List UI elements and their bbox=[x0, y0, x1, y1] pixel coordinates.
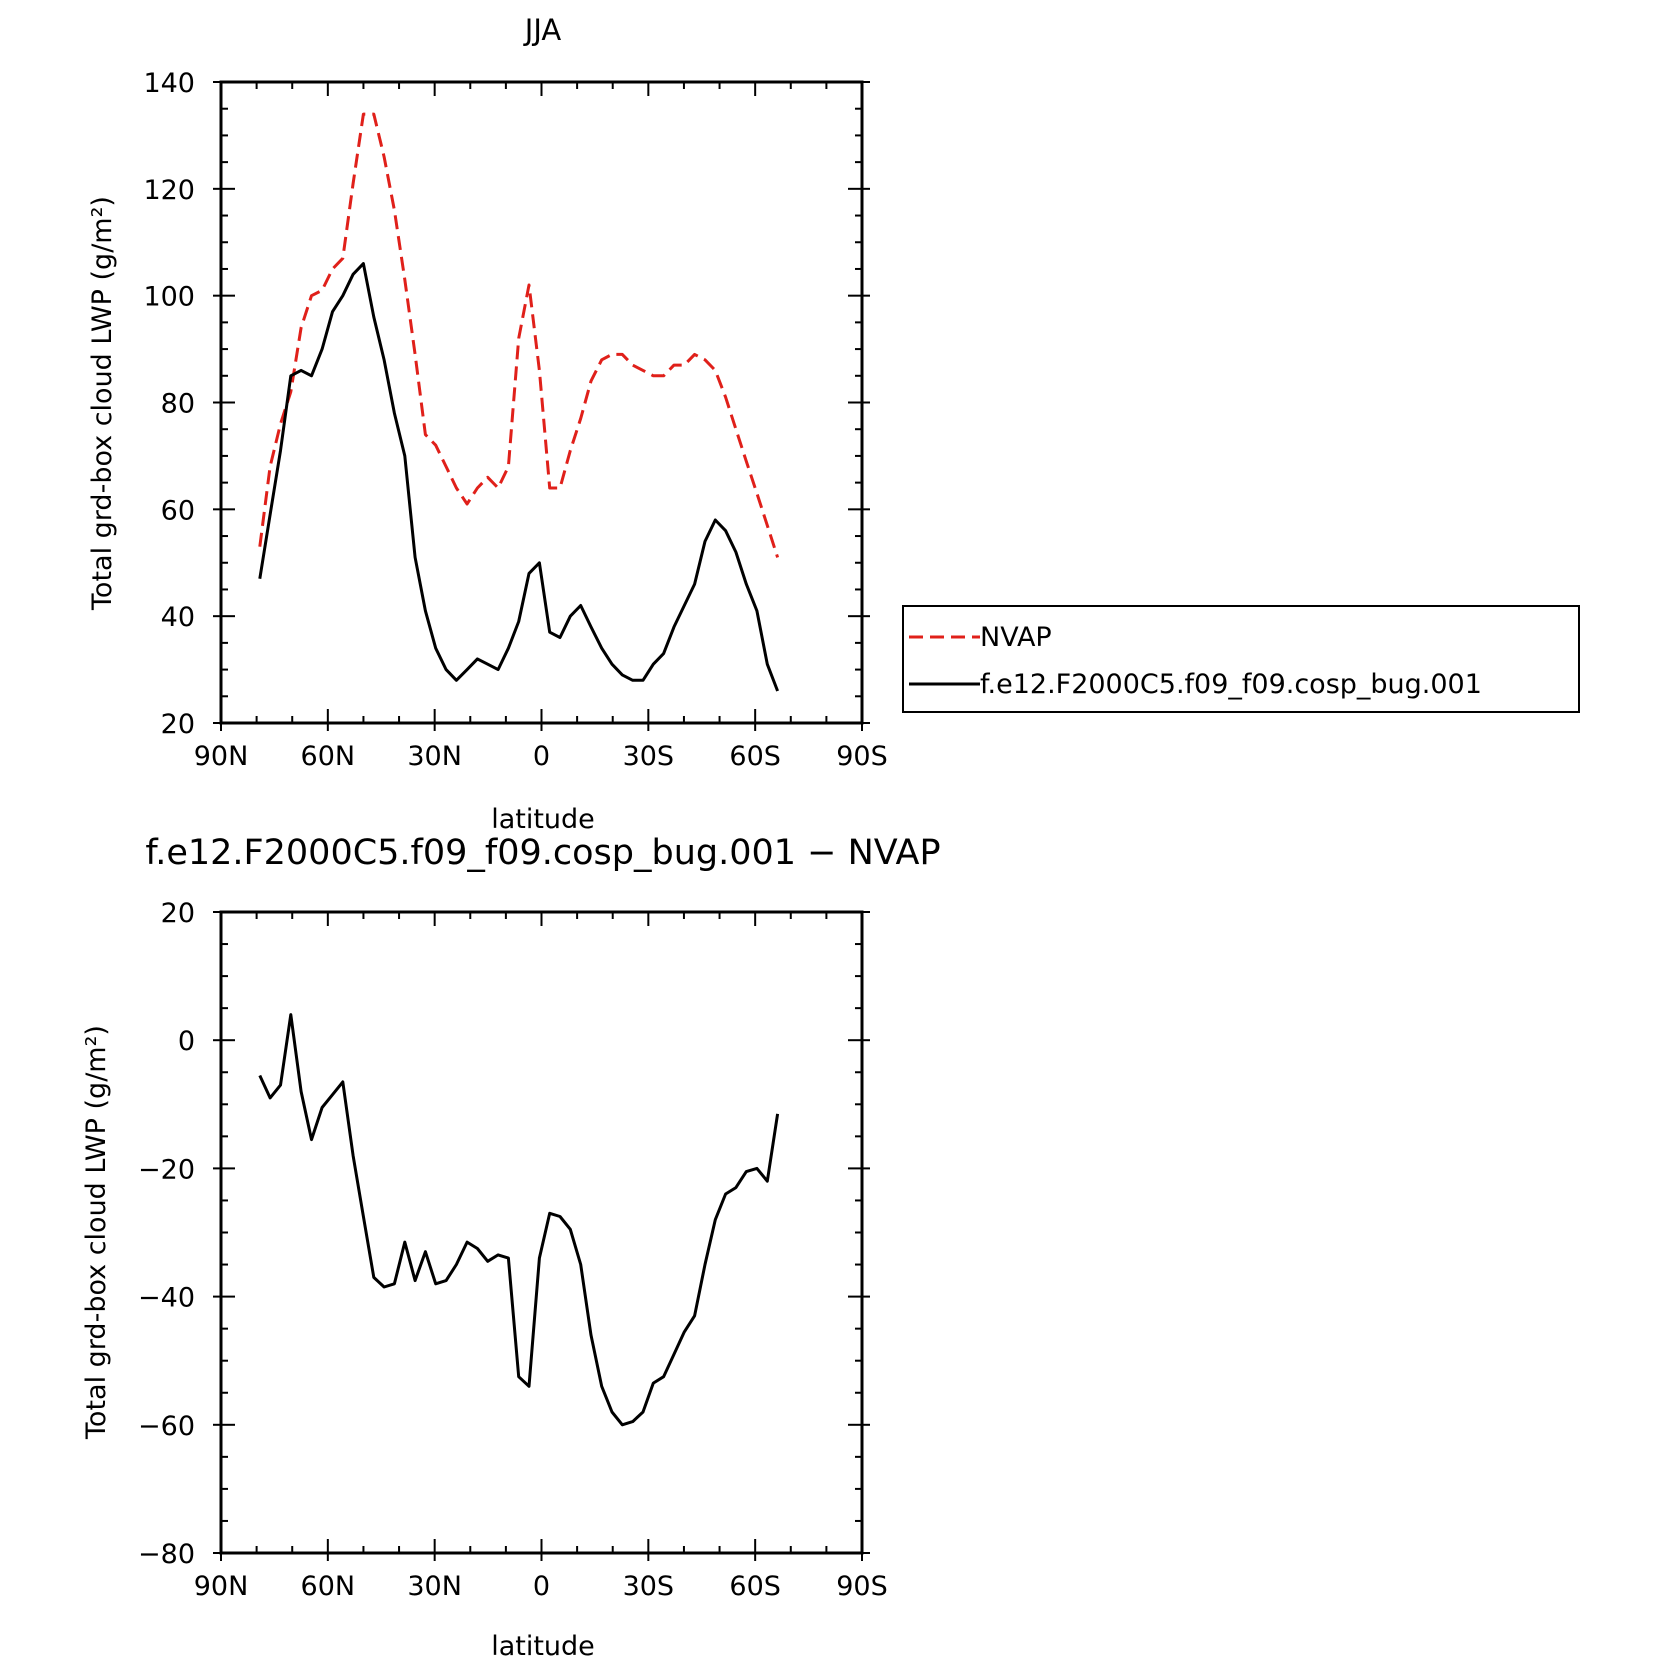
top-y-tick-label: 80 bbox=[161, 389, 195, 420]
bottom-y-tick-label: −60 bbox=[138, 1411, 195, 1442]
legend-label-model: f.e12.F2000C5.f09_f09.cosp_bug.001 bbox=[980, 669, 1482, 700]
legend-label-nvap: NVAP bbox=[980, 622, 1052, 653]
top-x-tick-label: 90S bbox=[836, 741, 888, 772]
top-x-tick-label: 60S bbox=[729, 741, 781, 772]
top-y-tick-labels: 20 40 60 80 100 120 140 bbox=[143, 68, 195, 740]
top-series-line-0 bbox=[258, 112, 780, 558]
top-x-axis-label: latitude bbox=[491, 804, 595, 835]
bottom-x-axis-label: latitude bbox=[491, 1631, 595, 1662]
bottom-axis-ticks bbox=[213, 911, 870, 1561]
bottom-panel: f.e12.F2000C5.f09_f09.cosp_bug.001 − NVA… bbox=[81, 833, 941, 1662]
bottom-x-tick-label: 0 bbox=[533, 1571, 550, 1602]
top-x-tick-label: 60N bbox=[301, 741, 356, 772]
top-x-tick-label: 90N bbox=[194, 741, 249, 772]
bottom-y-tick-label: −40 bbox=[138, 1283, 195, 1314]
top-y-tick-label: 100 bbox=[143, 282, 195, 313]
top-series-group bbox=[258, 112, 780, 692]
bottom-chart-title: f.e12.F2000C5.f09_f09.cosp_bug.001 − NVA… bbox=[145, 833, 940, 873]
bottom-series-line-0 bbox=[258, 1013, 780, 1427]
top-chart-title: JJA bbox=[523, 13, 562, 47]
top-y-tick-label: 40 bbox=[161, 602, 195, 633]
bottom-x-tick-label: 90N bbox=[194, 1571, 249, 1602]
top-y-tick-label: 140 bbox=[143, 68, 195, 99]
top-axis-ticks bbox=[213, 81, 870, 731]
top-y-tick-label: 60 bbox=[161, 495, 195, 526]
bottom-y-tick-labels: −80 −60 −40 −20 0 20 bbox=[138, 898, 195, 1570]
bottom-y-tick-label: −20 bbox=[138, 1154, 195, 1185]
bottom-x-tick-label: 60S bbox=[729, 1571, 781, 1602]
bottom-y-tick-label: 20 bbox=[161, 898, 195, 929]
bottom-y-axis-label: Total grd-box cloud LWP (g/m²) bbox=[81, 1025, 112, 1440]
top-x-tick-labels: 90N 60N 30N 0 30S 60S 90S bbox=[194, 741, 888, 772]
bottom-x-tick-label: 30S bbox=[623, 1571, 675, 1602]
bottom-x-tick-label: 90S bbox=[836, 1571, 888, 1602]
top-x-tick-label: 30N bbox=[407, 741, 462, 772]
legend-box bbox=[902, 605, 1580, 713]
bottom-x-tick-label: 30N bbox=[407, 1571, 462, 1602]
top-series-line-1 bbox=[258, 262, 780, 692]
bottom-plot-frame bbox=[219, 910, 864, 1555]
top-x-tick-label: 30S bbox=[623, 741, 675, 772]
top-x-tick-label: 0 bbox=[533, 741, 550, 772]
bottom-series-group bbox=[258, 1013, 780, 1427]
bottom-y-tick-label: 0 bbox=[178, 1026, 195, 1057]
top-y-tick-label: 120 bbox=[143, 175, 195, 206]
top-y-axis-label: Total grd-box cloud LWP (g/m²) bbox=[87, 196, 118, 611]
bottom-y-tick-label: −80 bbox=[138, 1539, 195, 1570]
bottom-x-tick-label: 60N bbox=[301, 1571, 356, 1602]
bottom-x-tick-labels: 90N 60N 30N 0 30S 60S 90S bbox=[194, 1571, 888, 1602]
top-y-tick-label: 20 bbox=[161, 709, 195, 740]
legend: NVAP f.e12.F2000C5.f09_f09.cosp_bug.001 bbox=[902, 605, 1580, 713]
